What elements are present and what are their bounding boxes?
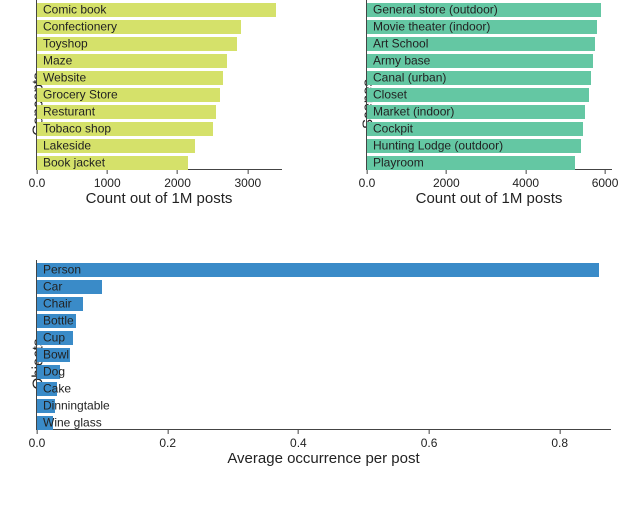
objects-bar-label: Wine glass [43,416,102,430]
scenes-bar-label: Canal (urban) [373,71,446,85]
concepts-plot-area: 0.0100020003000 Comic bookConfectioneryT… [36,0,282,170]
scenes-bar-label: Cockpit [373,122,413,136]
objects-bar-label: Chair [43,297,72,311]
objects-plot-area: 0.00.20.40.60.8 PersonCarChairBottleCupB… [36,260,611,430]
scenes-bar-label: Hunting Lodge (outdoor) [373,139,503,153]
scenes-plot-area: 0.0200040006000 General store (outdoor)M… [366,0,612,170]
objects-bar-label: Dog [43,365,65,379]
objects-xlabel: Average occurrence per post [36,450,611,467]
scenes-bar-label: Market (indoor) [373,105,454,119]
scenes-bar-label: Playroom [373,156,424,170]
concepts-bar-label: Maze [43,54,72,68]
concepts-bar-label: Comic book [43,3,106,17]
scenes-xtick: 0.0 [359,169,376,190]
objects-bar-label: Bottle [43,314,74,328]
objects-bar-label: Cup [43,331,65,345]
objects-chart: Objects 0.00.20.40.60.8 PersonCarChairBo… [36,260,611,467]
objects-bar-label: Bowl [43,348,69,362]
scenes-bar-label: Closet [373,88,407,102]
scenes-xtick: 6000 [592,169,619,190]
scenes-bar-label: Army base [373,54,430,68]
concepts-bar-label: Resturant [43,105,95,119]
objects-xtick: 0.8 [551,429,568,450]
concepts-xtick: 3000 [234,169,261,190]
objects-bar-label: Dinningtable [43,399,110,413]
objects-bar-label: Cake [43,382,71,396]
objects-bar-label: Car [43,280,62,294]
concepts-bar-label: Website [43,71,86,85]
objects-xtick: 0.6 [421,429,438,450]
concepts-xtick: 1000 [94,169,121,190]
scenes-xlabel: Count out of 1M posts [366,190,612,207]
concepts-bar-label: Lakeside [43,139,91,153]
concepts-bar-label: Grocery Store [43,88,118,102]
scenes-xtick: 2000 [433,169,460,190]
concepts-xtick: 2000 [164,169,191,190]
scenes-bar-label: Art School [373,37,428,51]
concepts-xtick: 0.0 [29,169,46,190]
concepts-bar-label: Book jacket [43,156,105,170]
scenes-bar-label: General store (outdoor) [373,3,498,17]
objects-xtick: 0.0 [29,429,46,450]
objects-bar [37,263,599,277]
concepts-bar-label: Tobaco shop [43,122,111,136]
objects-xtick: 0.2 [159,429,176,450]
objects-bar-label: Person [43,263,81,277]
objects-xtick: 0.4 [290,429,307,450]
concepts-xlabel: Count out of 1M posts [36,190,282,207]
scenes-chart: Scenes 0.0200040006000 General store (ou… [366,0,612,207]
concepts-chart: Concepts 0.0100020003000 Comic bookConfe… [36,0,282,207]
concepts-bar-label: Toyshop [43,37,88,51]
scenes-bar-label: Movie theater (indoor) [373,20,490,34]
concepts-bar-label: Confectionery [43,20,117,34]
scenes-xtick: 4000 [512,169,539,190]
